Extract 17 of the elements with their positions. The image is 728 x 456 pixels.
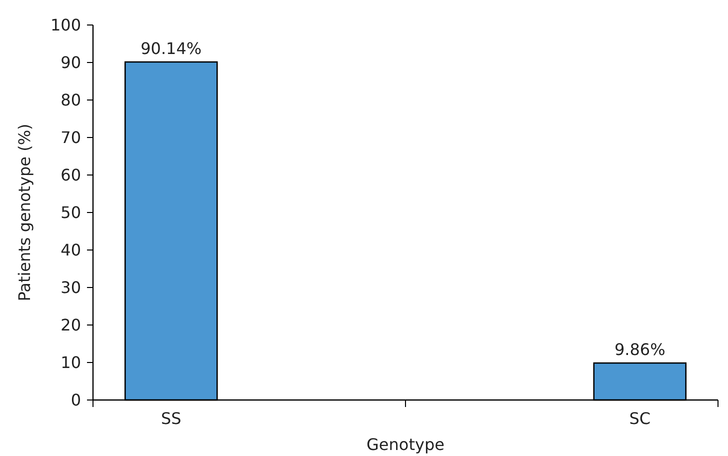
y-tick-label: 90 (60, 53, 81, 72)
y-tick-label: 100 (50, 16, 81, 35)
x-tick-label: SS (160, 409, 182, 428)
y-tick-label: 20 (60, 316, 81, 335)
y-tick-label: 50 (60, 203, 81, 222)
y-axis-title: Patients genotype (%) (15, 124, 34, 302)
y-tick-label: 60 (60, 166, 81, 185)
x-tick-label: SC (629, 409, 651, 428)
y-tick-label: 70 (60, 128, 81, 148)
y-tick-label: 40 (60, 240, 81, 260)
y-tick-label: 30 (60, 278, 81, 298)
data-label: 9.86% (614, 340, 666, 360)
y-tick-label: 10 (60, 353, 81, 372)
x-axis-title: Genotype (366, 435, 444, 454)
y-tick-label: 80 (60, 90, 81, 110)
data-label: 90.14% (140, 38, 202, 58)
y-tick-label: 0 (70, 390, 81, 410)
